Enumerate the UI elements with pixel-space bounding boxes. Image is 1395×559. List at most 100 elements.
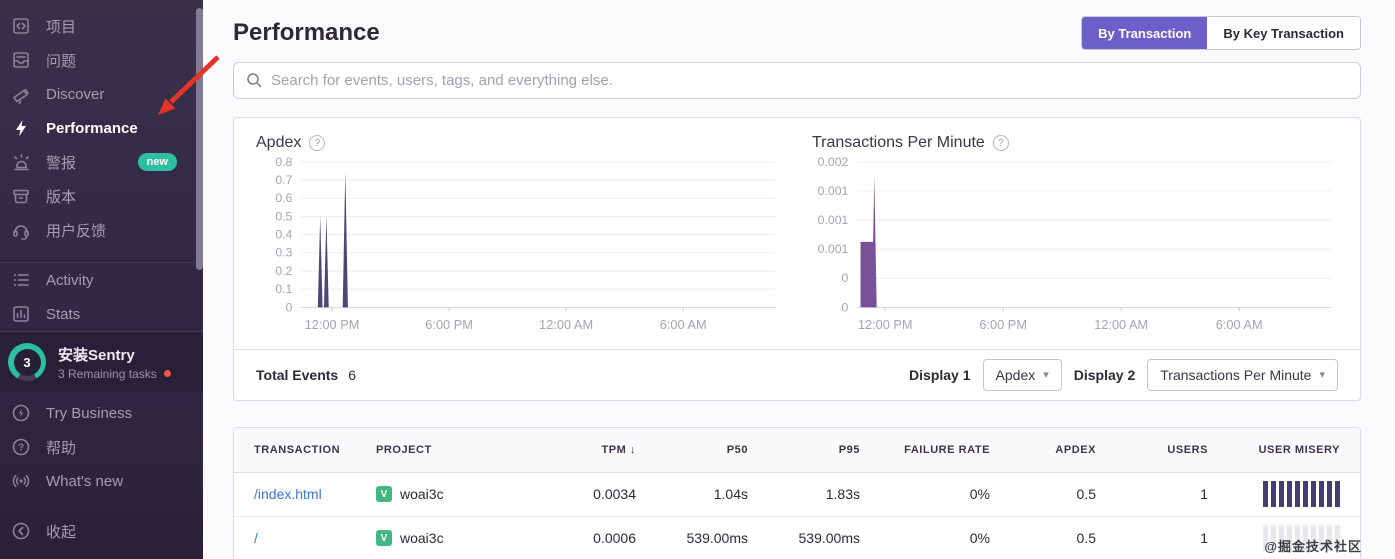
sidebar-item-projects[interactable]: 项目 bbox=[0, 9, 203, 43]
apdex-chart-panel: Apdex ? 0 0.1 0.2 0.3 0.4 0.5 0.6 0.7 0.8 12:00 P… bbox=[256, 134, 782, 345]
col-project[interactable]: PROJECT bbox=[376, 443, 432, 456]
misery-bar bbox=[1263, 525, 1268, 552]
sidebar-item-help[interactable]: ? 帮助 bbox=[0, 430, 203, 464]
p50-value: 1.04s bbox=[713, 486, 748, 503]
misery-bar bbox=[1327, 525, 1332, 552]
search-bar bbox=[233, 62, 1361, 99]
sidebar-item-user-feedback[interactable]: 用户反馈 bbox=[0, 213, 203, 247]
sort-desc-icon: ↓ bbox=[629, 443, 636, 456]
failure-rate-value: 0% bbox=[969, 486, 990, 503]
display1-label: Display 1 bbox=[909, 366, 971, 383]
sidebar-item-label: 问题 bbox=[46, 52, 77, 70]
col-user-misery[interactable]: USER MISERY bbox=[1258, 443, 1340, 456]
svg-text:0.1: 0.1 bbox=[275, 282, 292, 296]
performance-icon bbox=[10, 117, 32, 139]
display1-value: Apdex bbox=[995, 366, 1036, 383]
svg-text:6:00 AM: 6:00 AM bbox=[1216, 317, 1263, 332]
sidebar-item-label: 用户反馈 bbox=[46, 222, 107, 240]
display2-value: Transactions Per Minute bbox=[1160, 366, 1312, 383]
user-feedback-icon bbox=[10, 219, 32, 241]
discover-icon bbox=[10, 83, 32, 105]
misery-bar bbox=[1295, 525, 1300, 552]
page-title: Performance bbox=[233, 19, 380, 46]
svg-text:0.3: 0.3 bbox=[275, 246, 292, 260]
misery-bar bbox=[1279, 481, 1284, 508]
charts-card: Apdex ? 0 0.1 0.2 0.3 0.4 0.5 0.6 0.7 0.8 12:00 P… bbox=[233, 117, 1361, 401]
total-events-label: Total Events bbox=[256, 366, 339, 383]
help-icon: ? bbox=[10, 436, 32, 458]
watermark: @掘金技术社区 bbox=[1264, 539, 1362, 554]
sidebar-item-alerts[interactable]: 警报 new bbox=[0, 145, 203, 179]
users-value: 1 bbox=[1200, 486, 1208, 503]
sidebar-collapse-button[interactable]: 收起 bbox=[0, 514, 203, 548]
users-value: 1 bbox=[1200, 530, 1208, 547]
display2-label: Display 2 bbox=[1073, 366, 1136, 383]
sidebar-item-whats-new[interactable]: What's new bbox=[0, 464, 203, 498]
chevron-down-icon: ▾ bbox=[1319, 369, 1325, 382]
misery-bar bbox=[1271, 481, 1276, 508]
transaction-link[interactable]: /index.html bbox=[254, 486, 322, 503]
sidebar-item-label: Try Business bbox=[46, 404, 133, 422]
sidebar-item-label: Activity bbox=[46, 271, 94, 289]
collapse-icon bbox=[10, 520, 32, 542]
transaction-toggle: By Transaction By Key Transaction bbox=[1081, 16, 1361, 50]
col-apdex[interactable]: APDEX bbox=[1055, 443, 1096, 456]
transaction-link[interactable]: / bbox=[254, 530, 258, 547]
display2-select[interactable]: Transactions Per Minute ▾ bbox=[1147, 358, 1338, 391]
notification-dot bbox=[163, 370, 171, 377]
releases-icon bbox=[10, 185, 32, 207]
misery-bar bbox=[1335, 481, 1340, 508]
sidebar-item-discover[interactable]: Discover bbox=[0, 77, 203, 111]
table-header-row: TRANSACTION PROJECT TPM ↓ P50 P95 FAILUR… bbox=[234, 427, 1360, 473]
sidebar-item-try-business[interactable]: Try Business bbox=[0, 396, 203, 430]
col-tpm[interactable]: TPM ↓ bbox=[601, 443, 636, 456]
sidebar-item-activity[interactable]: Activity bbox=[0, 263, 203, 297]
help-icon[interactable]: ? bbox=[309, 135, 326, 151]
sidebar-item-stats[interactable]: Stats bbox=[0, 297, 203, 331]
user-misery-bars bbox=[1208, 481, 1340, 508]
svg-text:0.8: 0.8 bbox=[275, 155, 292, 169]
svg-text:0.7: 0.7 bbox=[275, 173, 292, 187]
sidebar-item-issues[interactable]: 问题 bbox=[0, 43, 203, 77]
svg-text:0.001: 0.001 bbox=[818, 184, 849, 198]
svg-text:12:00 PM: 12:00 PM bbox=[858, 317, 913, 332]
misery-bar bbox=[1319, 525, 1324, 552]
broadcast-icon bbox=[10, 470, 32, 492]
search-input[interactable] bbox=[271, 72, 1348, 89]
display1-select[interactable]: Apdex ▾ bbox=[982, 358, 1062, 391]
svg-text:6:00 PM: 6:00 PM bbox=[979, 317, 1027, 332]
issues-icon bbox=[10, 49, 32, 71]
by-key-transaction-button[interactable]: By Key Transaction bbox=[1207, 17, 1360, 49]
vue-project-icon: V bbox=[376, 486, 392, 503]
chart-title: Transactions Per Minute bbox=[812, 134, 985, 151]
p50-value: 539.00ms bbox=[686, 530, 748, 547]
help-icon[interactable]: ? bbox=[992, 135, 1009, 151]
misery-bar bbox=[1287, 525, 1292, 552]
vue-project-icon: V bbox=[376, 530, 392, 547]
svg-text:0: 0 bbox=[842, 300, 849, 314]
sidebar-item-label: 收起 bbox=[46, 523, 77, 541]
col-p50[interactable]: P50 bbox=[726, 443, 748, 456]
search-icon bbox=[246, 72, 263, 89]
svg-text:0.001: 0.001 bbox=[818, 213, 849, 227]
business-icon bbox=[10, 402, 32, 424]
svg-text:0.5: 0.5 bbox=[275, 209, 292, 223]
col-users[interactable]: USERS bbox=[1167, 443, 1208, 456]
col-transaction[interactable]: TRANSACTION bbox=[254, 443, 341, 456]
p95-value: 539.00ms bbox=[798, 530, 860, 547]
svg-text:6:00 AM: 6:00 AM bbox=[660, 317, 707, 332]
onboarding-panel[interactable]: 3 安装Sentry 3 Remaining tasks bbox=[0, 331, 203, 392]
alerts-icon bbox=[10, 151, 32, 173]
sidebar-item-releases[interactable]: 版本 bbox=[0, 179, 203, 213]
failure-rate-value: 0% bbox=[969, 530, 990, 547]
misery-bar bbox=[1263, 481, 1268, 508]
sidebar-scrollbar[interactable] bbox=[196, 8, 203, 270]
chevron-down-icon: ▾ bbox=[1043, 369, 1049, 382]
sidebar-item-performance[interactable]: Performance bbox=[0, 111, 203, 145]
by-transaction-button[interactable]: By Transaction bbox=[1082, 17, 1208, 49]
sidebar-item-label: 警报 bbox=[46, 154, 77, 172]
col-p95[interactable]: P95 bbox=[838, 443, 860, 456]
col-failure-rate[interactable]: FAILURE RATE bbox=[904, 443, 990, 456]
